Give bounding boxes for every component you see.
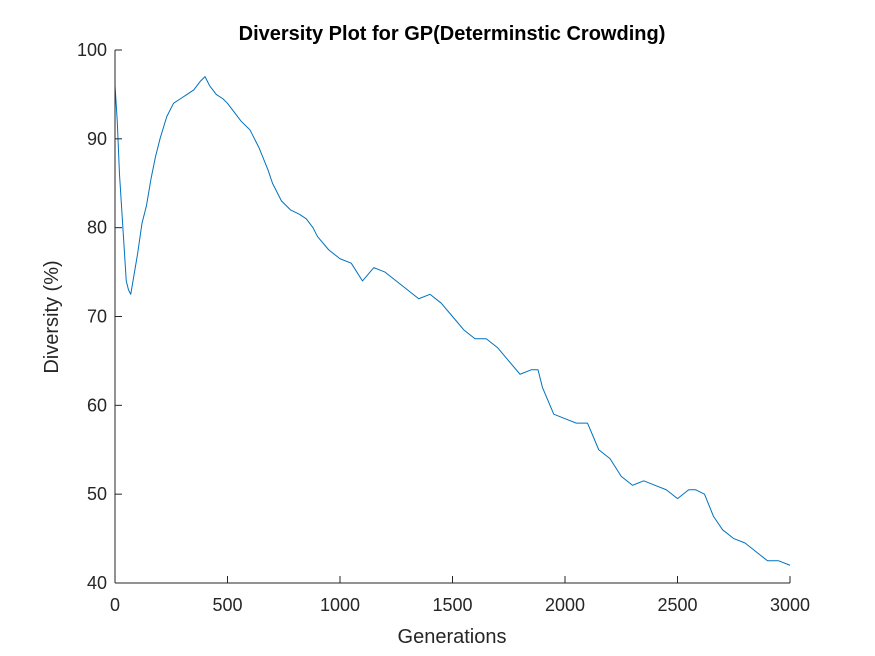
- y-tick-label: 80: [87, 218, 107, 238]
- x-tick-label: 2000: [545, 595, 585, 615]
- x-tick-label: 3000: [770, 595, 810, 615]
- chart-title: Diversity Plot for GP(Determinstic Crowd…: [239, 23, 666, 45]
- x-axis-label: Generations: [398, 626, 507, 648]
- plot-area: 0 500 1000 1500 2000 2500 3000 40 50 60 70 80 90 100: [77, 40, 810, 615]
- y-tick-label: 70: [87, 307, 107, 327]
- y-tick-label: 60: [87, 395, 107, 415]
- series-line-0: [114, 76, 791, 566]
- x-tick-label: 500: [212, 595, 242, 615]
- x-tick-label: 1500: [432, 595, 472, 615]
- y-tick-label: 100: [77, 40, 107, 60]
- y-tick-label: 50: [87, 484, 107, 504]
- x-tick-label: 2500: [657, 595, 697, 615]
- y-tick-label: 40: [87, 573, 107, 593]
- x-tick-label: 1000: [320, 595, 360, 615]
- y-tick-label: 90: [87, 129, 107, 149]
- y-axis-label: Diversity (%): [41, 260, 63, 373]
- x-tick-label: 0: [110, 595, 120, 615]
